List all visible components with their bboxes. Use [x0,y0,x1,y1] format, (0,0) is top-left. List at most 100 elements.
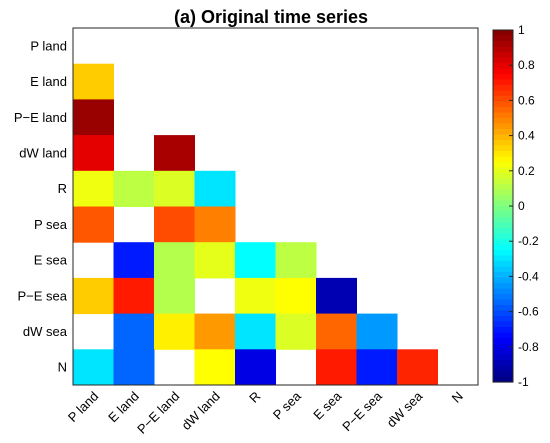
colorbar-swatch [493,101,513,108]
colorbar [492,29,514,383]
colorbar-swatch [493,52,513,59]
colorbar-swatch [493,189,513,196]
heatmap-cell [154,313,195,350]
colorbar-swatch [493,299,513,306]
column-label: P−E land [134,389,182,437]
column-label: P land [65,389,102,426]
colorbar-tick-label: 0.8 [518,58,535,72]
colorbar-swatch [493,371,513,378]
row-label: dW sea [23,324,68,339]
heatmap-cell [73,63,114,100]
colorbar-swatch [493,222,513,229]
colorbar-tick-label: 1 [518,23,525,37]
row-label: P land [30,38,67,53]
colorbar-swatch [493,305,513,312]
colorbar-tick-label: 0 [518,199,525,213]
colorbar-swatch [493,200,513,207]
colorbar-swatch [493,321,513,328]
colorbar-swatch [493,266,513,273]
heatmap-cell [194,170,236,207]
colorbar-tick-label: -0.2 [518,234,539,248]
colorbar-swatch [493,96,513,103]
colorbar-swatch [493,123,513,130]
heatmap-cell [73,170,114,207]
column-label: dW land [179,389,223,433]
heatmap-cell [235,313,276,350]
row-labels: P land E land P−E land dW land R P sea E sea P−… [14,38,68,374]
colorbar-swatch [493,35,513,42]
colorbar-swatch [493,30,513,37]
colorbar-tick-label: -1 [518,375,529,389]
colorbar-swatch [493,327,513,334]
heatmap-cell [356,313,398,350]
colorbar-swatch [493,195,513,202]
row-label: E sea [34,253,68,268]
heatmap-cell [275,242,317,279]
colorbar-swatch [493,376,513,383]
heatmap-cell [113,349,155,386]
heatmap-cell [397,349,438,386]
column-label: P−E sea [339,388,385,434]
heatmap-cell [356,349,398,386]
colorbar-swatch [493,167,513,174]
colorbar-swatch [493,250,513,257]
colorbar-swatch [493,145,513,152]
chart-title: (a) Original time series [174,7,368,27]
heatmap-cell [113,170,155,207]
colorbar-swatch [493,272,513,279]
heatmap-cell [194,349,236,386]
colorbar-swatch [493,343,513,350]
colorbar-swatch [493,211,513,218]
colorbar-swatch [493,85,513,92]
colorbar-swatch [493,68,513,75]
heatmap-cell [73,99,114,136]
colorbar-swatch [493,233,513,240]
heatmap-cell [275,277,317,315]
colorbar-swatch [493,239,513,246]
colorbar-swatch [493,57,513,64]
heatmap-cell [194,206,236,243]
colorbar-swatch [493,228,513,235]
colorbar-swatch [493,74,513,81]
colorbar-swatch [493,79,513,86]
heatmap-cell [73,277,114,315]
row-label: P−E land [14,110,67,125]
column-label: dW sea [384,388,426,430]
heatmap-cell [235,349,276,386]
colorbar-swatch [493,129,513,136]
colorbar-swatch [493,162,513,169]
heatmap-cell [73,206,114,243]
colorbar-tick-labels: 1 0.8 0.6 0.4 0.2 0 -0.2 -0.4 -0.6 -0.8 -1 [509,23,539,389]
row-label: P−E sea [17,288,67,303]
colorbar-swatch [493,316,513,323]
colorbar-swatch [493,349,513,356]
column-label: E land [105,389,142,426]
row-label: N [58,360,67,375]
colorbar-tick-label: -0.4 [518,269,539,283]
heatmap-cell [316,349,357,386]
heatmap-cell [113,242,155,279]
colorbar-swatch [493,178,513,185]
colorbar-swatch [493,134,513,141]
colorbar-swatch [493,107,513,114]
colorbar-swatch [493,288,513,295]
colorbar-tick-label: -0.6 [518,305,539,319]
heatmap-cell [73,135,114,172]
heatmap-cell [113,277,155,315]
row-label: E land [30,74,67,89]
colorbar-swatch [493,151,513,158]
colorbar-tick-label: 0.2 [518,164,535,178]
heatmap-cell [235,242,276,279]
column-label: P sea [270,388,304,422]
heatmap-cell [73,349,114,386]
row-label: R [58,181,67,196]
colorbar-swatch [493,261,513,268]
colorbar-swatch [493,310,513,317]
colorbar-swatch [493,338,513,345]
colorbar-swatch [493,118,513,125]
heatmap-cell [194,242,236,279]
colorbar-swatch [493,140,513,147]
colorbar-swatch [493,283,513,290]
plot-frame [72,27,479,386]
